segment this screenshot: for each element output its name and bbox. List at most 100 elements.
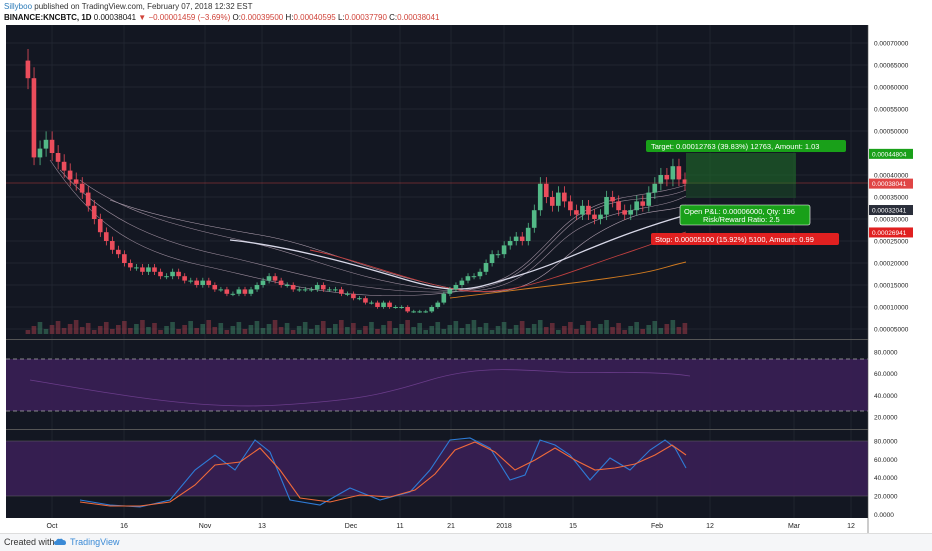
candle-body	[646, 192, 652, 206]
rsi-tick-label: 40.0000	[874, 393, 898, 400]
volume-bar	[387, 321, 392, 334]
volume-bar	[423, 330, 429, 334]
candle-body	[658, 175, 664, 184]
candle-body	[254, 285, 260, 290]
candle-body	[278, 280, 284, 285]
volume-bar	[332, 324, 338, 334]
risk-reward-text: Risk/Reward Ratio: 2.5	[703, 215, 780, 224]
stoch-band	[6, 441, 868, 496]
stoch-tick-label: 80.0000	[874, 439, 898, 446]
candle-body	[103, 232, 109, 241]
stoch-tick-label: 20.0000	[874, 494, 898, 501]
target-label[interactable]: Target: 0.00012763 (39.83%) 12763, Amoun…	[646, 140, 846, 152]
stoch-tick-label: 40.0000	[874, 475, 898, 482]
volume-bar	[97, 326, 103, 334]
candle-body	[369, 302, 374, 304]
volume-bar	[495, 326, 501, 334]
time-tick-label: Dec	[345, 523, 358, 530]
volume-bar	[73, 320, 79, 334]
volume-bar	[465, 324, 471, 334]
candle-body	[79, 183, 85, 193]
candle-body	[604, 197, 609, 215]
candle-body	[206, 280, 212, 285]
publish-info: Sillyboo published on TradingView.com, F…	[4, 2, 252, 11]
volume-bar	[471, 320, 477, 334]
price-badge: 0.00026941	[869, 227, 913, 238]
volume-bar	[519, 321, 525, 334]
candle-body	[25, 60, 31, 79]
volume-bar	[79, 327, 85, 334]
price-tick-label: 0.00010000	[874, 305, 909, 312]
price-tick-label: 0.00050000	[874, 129, 909, 136]
rsi-axis: 80.0000 60.0000 40.0000 20.0000	[874, 349, 898, 421]
stop-label[interactable]: Stop: 0.00005100 (15.92%) 5100, Amount: …	[651, 233, 839, 245]
chart-area[interactable]: Target: 0.00012763 (39.83%) 12763, Amoun…	[0, 25, 932, 533]
stoch-d-line	[79, 441, 687, 507]
ohlc-legend: BINANCE:KNCBTC, 1D 0.00038041 ▼ −0.00001…	[4, 13, 439, 22]
low-value: 0.00037790	[344, 13, 387, 22]
stoch-k-line	[79, 437, 687, 508]
time-axis[interactable]: Oct 16 Nov 13 Dec 11 21 2018 15 Feb 12 Mar 12	[47, 523, 855, 530]
volume-bar	[592, 328, 597, 334]
volume-bar	[604, 320, 609, 334]
candle-body	[393, 307, 398, 308]
ma-line	[229, 214, 687, 290]
volume-bar	[393, 328, 398, 334]
price-axis[interactable]: 0.00070000 0.00065000 0.00060000 0.00055000…	[869, 41, 913, 334]
volume-bar	[134, 324, 139, 334]
candle-body	[489, 254, 495, 263]
volume-bar	[103, 322, 109, 334]
volume-bar	[507, 329, 513, 334]
volume-bar	[248, 325, 254, 334]
volume-bar	[91, 330, 97, 334]
volume-bar	[122, 321, 127, 334]
volume-bar	[622, 330, 627, 334]
candle-body	[91, 205, 97, 219]
author-link[interactable]: Sillyboo	[4, 2, 33, 11]
candle-body	[128, 263, 133, 268]
tradingview-logo-link[interactable]: TradingView	[70, 537, 120, 547]
volume-bar	[31, 326, 37, 334]
volume-bar	[272, 320, 278, 334]
price-tick-label: 0.00065000	[874, 63, 909, 70]
target-zone[interactable]	[686, 153, 796, 184]
time-tick-label: 16	[120, 523, 128, 530]
time-tick-label: Mar	[788, 523, 801, 530]
stoch-tick-label: 0.0000	[874, 512, 894, 519]
ma-line	[49, 159, 687, 297]
volume-bar	[37, 322, 43, 334]
volume-bar	[308, 329, 314, 334]
time-tick-label: Feb	[651, 523, 663, 530]
volume-bar	[381, 325, 386, 334]
volume-bar	[85, 323, 91, 334]
time-axis-bg	[6, 518, 868, 533]
candle-body	[399, 307, 404, 308]
volume-bar	[284, 323, 290, 334]
volume-bar	[182, 325, 187, 334]
candle-body	[55, 153, 61, 162]
candle-body	[501, 245, 507, 255]
volume-bar	[417, 323, 422, 334]
candle-body	[652, 183, 658, 193]
candle-body	[664, 175, 670, 180]
candle-body	[598, 214, 603, 219]
volume-bar	[670, 320, 676, 334]
candle-body	[513, 236, 519, 241]
volume-bar	[441, 329, 447, 334]
candle-body	[339, 289, 344, 294]
candle-body	[170, 271, 175, 277]
time-tick-label: 21	[447, 523, 455, 530]
last-price: 0.00038041	[93, 13, 137, 22]
candle-body	[296, 289, 302, 291]
candle-body	[580, 205, 585, 215]
candle-body	[568, 201, 573, 211]
volume-bar	[188, 321, 193, 334]
open-pl-label[interactable]: Open P&L: 0.00006000, Qty: 196 Risk/Rewa…	[679, 204, 811, 226]
rsi-tick-label: 60.0000	[874, 371, 898, 378]
volume-bar	[586, 321, 591, 334]
volume-bar	[411, 327, 416, 334]
volume-bar	[128, 328, 133, 334]
candle-body	[109, 241, 115, 250]
volume-bar	[447, 325, 453, 334]
volume-bar	[562, 326, 567, 334]
